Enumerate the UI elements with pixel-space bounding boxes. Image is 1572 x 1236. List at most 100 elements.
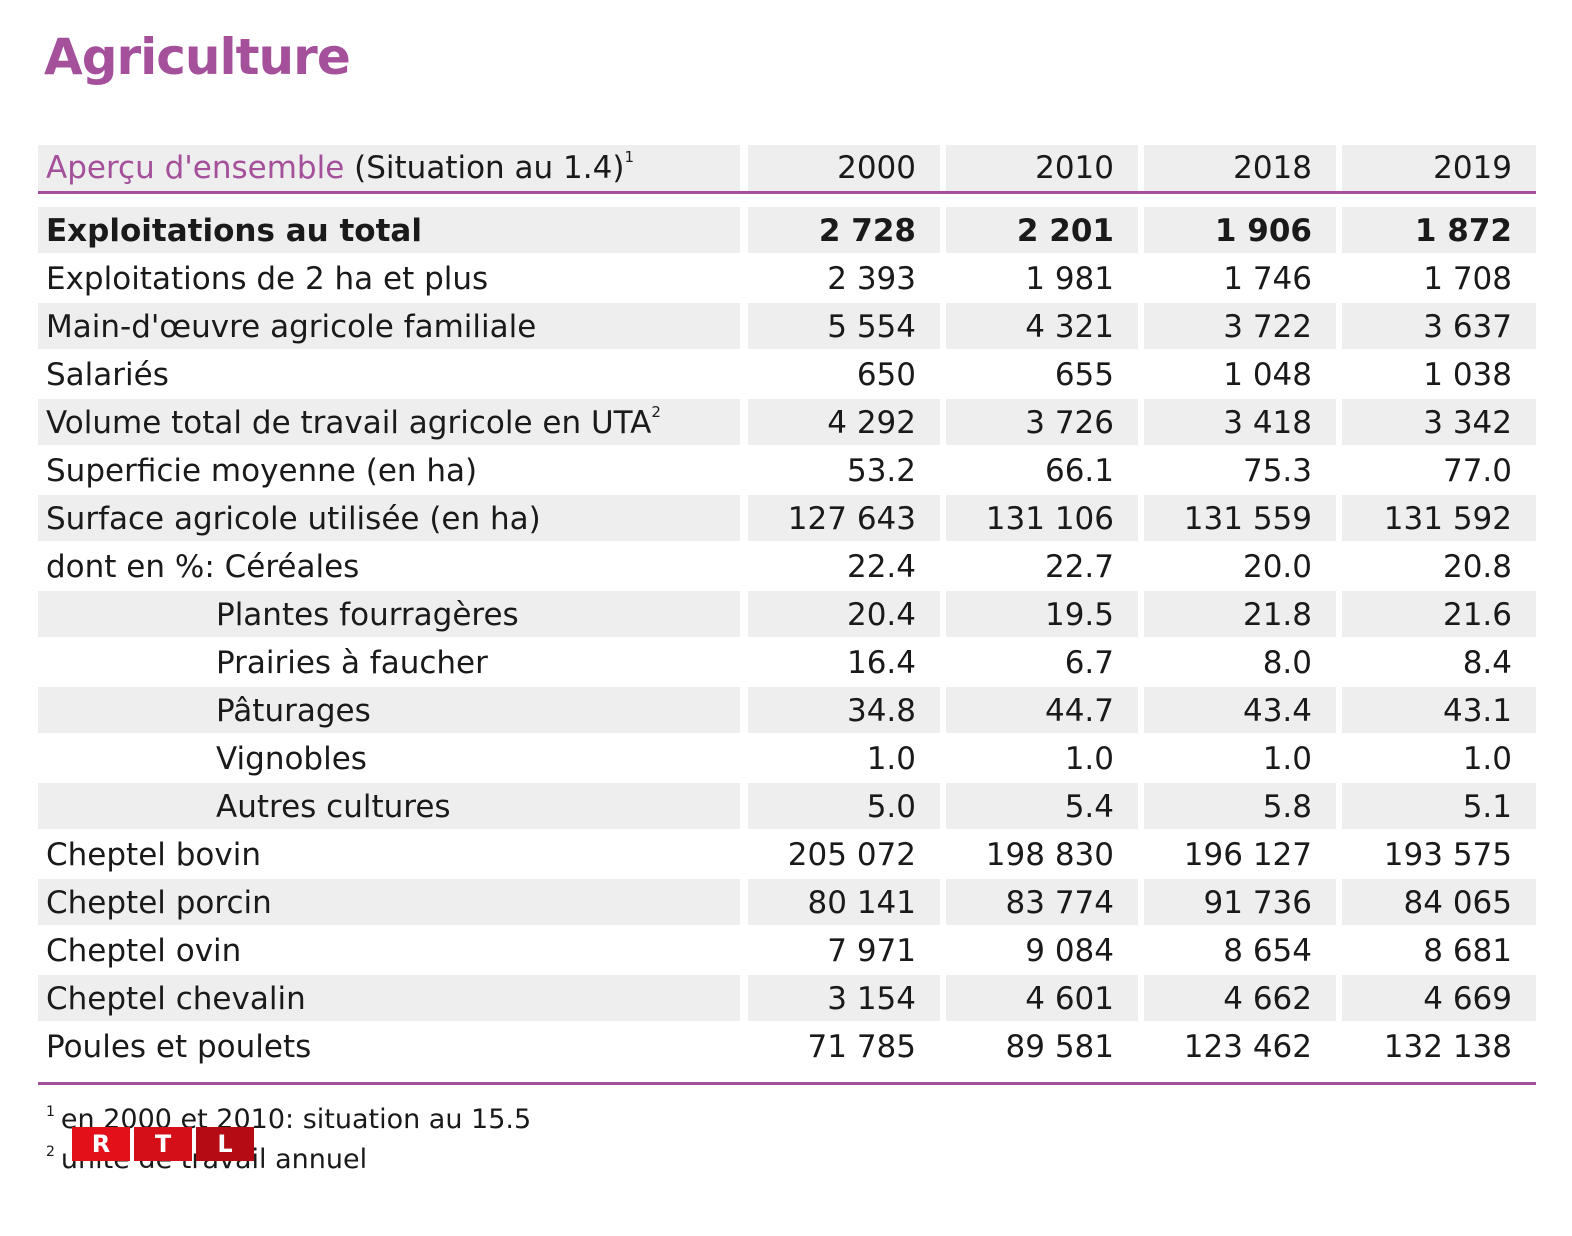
row-label: Poules et poulets: [46, 1029, 312, 1065]
cell-2010: 44.7: [946, 687, 1138, 733]
row-label: dont en %: Céréales: [46, 549, 360, 585]
agriculture-table: Aperçu d'ensemble (Situation au 1.4)1 20…: [38, 145, 1536, 1065]
cell-2018: 75.3: [1242, 453, 1312, 489]
cell-2019: 131 592: [1342, 495, 1536, 541]
table-row: Plantes fourragères 20.4 19.5 21.8 21.6: [38, 591, 1536, 639]
cell-2000: 34.8: [748, 687, 940, 733]
header-footnote-mark: 1: [624, 148, 634, 166]
rtl-logo-letter: T: [134, 1127, 192, 1161]
cell-2019: 1 708: [1423, 261, 1512, 297]
cell-2000: 127 643: [748, 495, 940, 541]
table-row: Main-d'œuvre agricole familiale 5 554 4 …: [38, 303, 1536, 351]
table-row: Surface agricole utilisée (en ha) 127 64…: [38, 495, 1536, 543]
cell-2010: 5.4: [946, 783, 1138, 829]
cell-2019: 132 138: [1383, 1029, 1512, 1065]
header-year-2019: 2019: [1342, 145, 1536, 191]
cell-2010: 2 201: [946, 207, 1138, 253]
header-year-2000: 2000: [748, 145, 940, 191]
cell-2000: 650: [856, 357, 916, 393]
row-label: Pâturages: [38, 687, 740, 733]
cell-2018: 1 746: [1223, 261, 1312, 297]
cell-2000: 53.2: [846, 453, 916, 489]
table-row: Exploitations de 2 ha et plus 2 393 1 98…: [38, 255, 1536, 303]
rtl-logo-letter: R: [72, 1127, 130, 1161]
cell-2000: 4 292: [748, 399, 940, 445]
row-label: Plantes fourragères: [38, 591, 740, 637]
cell-2000: 1.0: [866, 741, 916, 777]
table-row: Cheptel porcin 80 141 83 774 91 736 84 0…: [38, 879, 1536, 927]
row-label: Cheptel bovin: [46, 837, 261, 873]
cell-2019: 4 669: [1342, 975, 1536, 1021]
cell-2019: 84 065: [1342, 879, 1536, 925]
table-row: Vignobles 1.0 1.0 1.0 1.0: [38, 735, 1536, 783]
cell-2019: 8 681: [1423, 933, 1512, 969]
table-row: Cheptel ovin 7 971 9 084 8 654 8 681: [38, 927, 1536, 975]
row-label: Vignobles: [216, 741, 367, 777]
cell-2018: 4 662: [1144, 975, 1336, 1021]
cell-2010: 9 084: [1025, 933, 1114, 969]
cell-2019: 193 575: [1383, 837, 1512, 873]
cell-2019: 43.1: [1342, 687, 1536, 733]
row-label: Exploitations au total: [38, 207, 740, 253]
page-title: Agriculture: [44, 28, 351, 86]
cell-2000: 2 728: [748, 207, 940, 253]
table-row: dont en %: Céréales 22.4 22.7 20.0 20.8: [38, 543, 1536, 591]
cell-2018: 43.4: [1144, 687, 1336, 733]
table-row: Cheptel bovin 205 072 198 830 196 127 19…: [38, 831, 1536, 879]
cell-2018: 20.0: [1242, 549, 1312, 585]
cell-2018: 8.0: [1262, 645, 1312, 681]
cell-2010: 4 321: [946, 303, 1138, 349]
cell-2018: 3 418: [1144, 399, 1336, 445]
cell-2019: 20.8: [1442, 549, 1512, 585]
cell-2000: 3 154: [748, 975, 940, 1021]
cell-2000: 205 072: [787, 837, 916, 873]
table-row: Salariés 650 655 1 048 1 038: [38, 351, 1536, 399]
row-label: Cheptel chevalin: [38, 975, 740, 1021]
cell-2000: 5 554: [748, 303, 940, 349]
table-row: Autres cultures 5.0 5.4 5.8 5.1: [38, 783, 1536, 831]
header-year-2018: 2018: [1144, 145, 1336, 191]
row-label: Exploitations de 2 ha et plus: [46, 261, 489, 297]
row-label: Salariés: [46, 357, 169, 393]
cell-2018: 21.8: [1144, 591, 1336, 637]
row-footnote-mark: 2: [651, 403, 661, 421]
cell-2000: 20.4: [748, 591, 940, 637]
table-row: Volume total de travail agricole en UTA2…: [38, 399, 1536, 447]
cell-2010: 22.7: [1044, 549, 1114, 585]
cell-2000: 16.4: [846, 645, 916, 681]
cell-2000: 80 141: [748, 879, 940, 925]
row-label: Prairies à faucher: [216, 645, 488, 681]
row-label: Superficie moyenne (en ha): [46, 453, 478, 489]
row-label: Main-d'œuvre agricole familiale: [38, 303, 740, 349]
cell-2019: 1 038: [1423, 357, 1512, 393]
table-header: Aperçu d'ensemble (Situation au 1.4)1 20…: [38, 145, 1536, 194]
row-label: Volume total de travail agricole en UTA2: [38, 399, 740, 445]
cell-2010: 131 106: [946, 495, 1138, 541]
header-label: Aperçu d'ensemble (Situation au 1.4)1: [38, 145, 740, 191]
table-row: Cheptel chevalin 3 154 4 601 4 662 4 669: [38, 975, 1536, 1023]
cell-2010: 1.0: [1064, 741, 1114, 777]
cell-2010: 1 981: [1025, 261, 1114, 297]
table-bottom-rule: [38, 1082, 1536, 1085]
cell-2010: 198 830: [985, 837, 1114, 873]
cell-2018: 196 127: [1183, 837, 1312, 873]
table-row: Poules et poulets 71 785 89 581 123 462 …: [38, 1023, 1536, 1071]
row-label: Cheptel porcin: [38, 879, 740, 925]
cell-2018: 91 736: [1144, 879, 1336, 925]
cell-2018: 8 654: [1223, 933, 1312, 969]
cell-2000: 7 971: [827, 933, 916, 969]
cell-2000: 2 393: [827, 261, 916, 297]
cell-2018: 1.0: [1262, 741, 1312, 777]
cell-2010: 83 774: [946, 879, 1138, 925]
table-row: Superficie moyenne (en ha) 53.2 66.1 75.…: [38, 447, 1536, 495]
footnote-mark: 1: [46, 1104, 55, 1120]
cell-2018: 1 906: [1144, 207, 1336, 253]
cell-2019: 5.1: [1342, 783, 1536, 829]
cell-2010: 66.1: [1044, 453, 1114, 489]
cell-2010: 3 726: [946, 399, 1138, 445]
header-year-2010: 2010: [946, 145, 1138, 191]
rtl-logo: R T L: [72, 1127, 254, 1161]
table-body: Exploitations au total 2 728 2 201 1 906…: [38, 207, 1536, 1071]
cell-2010: 4 601: [946, 975, 1138, 1021]
cell-2010: 655: [1054, 357, 1114, 393]
